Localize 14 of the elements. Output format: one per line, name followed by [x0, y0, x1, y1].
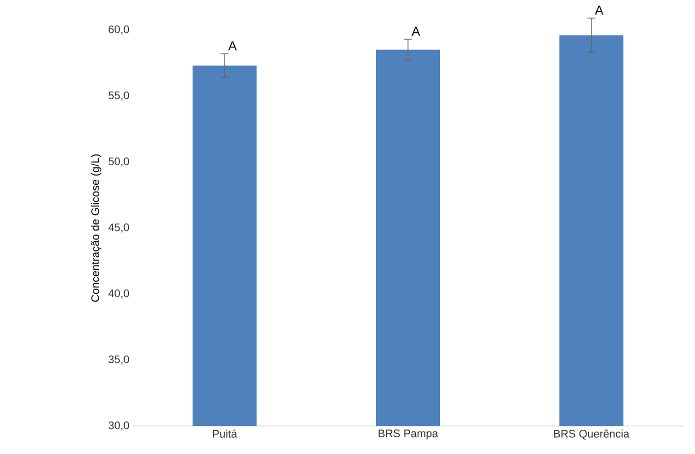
y-tick-label: 40,0: [108, 289, 130, 299]
y-tick-label: 50,0: [108, 157, 130, 167]
x-tick-label: BRS Pampa: [378, 430, 438, 440]
y-tick-label: 60,0: [108, 25, 130, 35]
x-tick-label: Puitá: [213, 430, 238, 438]
annotation: A: [594, 6, 604, 15]
x-tick-label: BRS Querência: [554, 430, 630, 440]
y-tick-label: 45,0: [108, 223, 130, 233]
y-tick-label: 35,0: [108, 355, 130, 365]
y-tick-label: 55,0: [108, 91, 130, 101]
y-axis-title: Concentração de Glicose (g/L): [91, 154, 102, 302]
annotation: A: [228, 41, 237, 50]
annotation: A: [412, 26, 420, 36]
y-tick-label: 30,0: [108, 421, 130, 431]
